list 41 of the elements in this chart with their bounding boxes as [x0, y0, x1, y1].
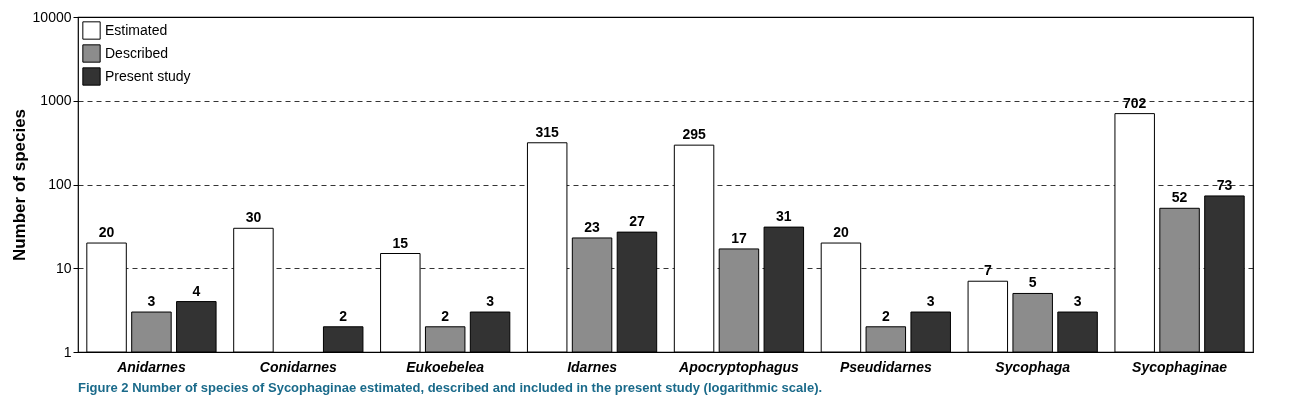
- data-label: 295: [682, 126, 706, 143]
- data-label: 3: [926, 293, 935, 310]
- y-tick-label: 100: [48, 176, 72, 192]
- data-label: 23: [584, 218, 601, 235]
- legend-label: Described: [105, 44, 169, 61]
- data-label: 3: [1073, 293, 1082, 310]
- x-tick-label: Apocryptophagus: [678, 358, 800, 375]
- caption: Figure 2 Number of species of Sycophaginae estimated, described and included in the present study (logarithmic scale).: [78, 380, 823, 395]
- y-tick-label: 1000: [40, 92, 72, 109]
- y-tick-label: 1: [63, 343, 72, 360]
- data-label: 2: [881, 307, 890, 324]
- y-tick-label: 10: [55, 259, 72, 276]
- data-label: 52: [1171, 189, 1188, 206]
- y-axis-title: Number of species: [9, 108, 29, 262]
- data-label: 15: [392, 234, 409, 251]
- data-label: 20: [833, 224, 849, 241]
- x-tick-label: Sycophaginae: [1132, 358, 1228, 375]
- x-tick-label: Eukoebelea: [406, 358, 485, 375]
- data-label: 2: [441, 307, 450, 324]
- data-label: 2: [339, 307, 348, 324]
- data-label: 315: [535, 123, 560, 140]
- data-label: 3: [147, 293, 156, 310]
- data-label: 30: [245, 209, 262, 226]
- x-tick-label: Conidarnes: [259, 358, 338, 375]
- x-tick-label: Idarnes: [567, 358, 618, 375]
- data-label: 7: [983, 262, 992, 279]
- data-label: 702: [1123, 94, 1147, 111]
- x-tick-label: Anidarnes: [116, 358, 186, 375]
- data-label: 5: [1028, 274, 1037, 291]
- data-label: 73: [1216, 176, 1233, 193]
- data-label: 3: [486, 293, 495, 310]
- data-label: 4: [192, 282, 201, 299]
- legend-label: Present study: [105, 67, 191, 84]
- y-tick-label: 10000: [32, 8, 72, 25]
- data-label: 31: [776, 208, 792, 225]
- legend-label: Estimated: [105, 21, 168, 38]
- data-label: 17: [731, 229, 747, 246]
- x-tick-label: Sycophaga: [995, 358, 1071, 375]
- data-label: 20: [98, 224, 115, 241]
- x-tick-label: Pseudidarnes: [839, 358, 932, 375]
- data-label: 27: [629, 213, 645, 230]
